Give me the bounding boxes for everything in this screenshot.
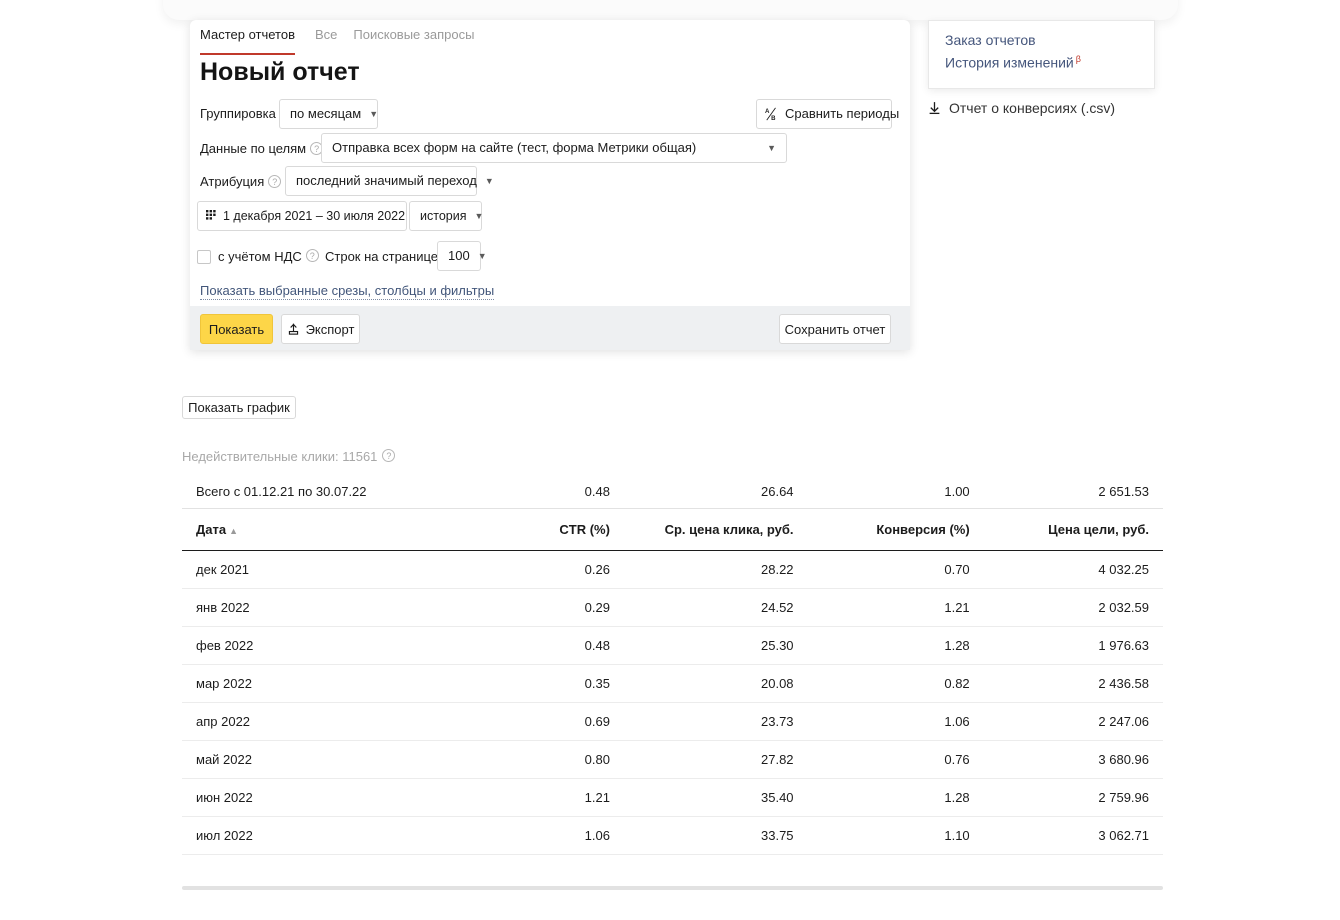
svg-text:A: A (765, 108, 770, 115)
svg-text:B: B (771, 115, 776, 121)
